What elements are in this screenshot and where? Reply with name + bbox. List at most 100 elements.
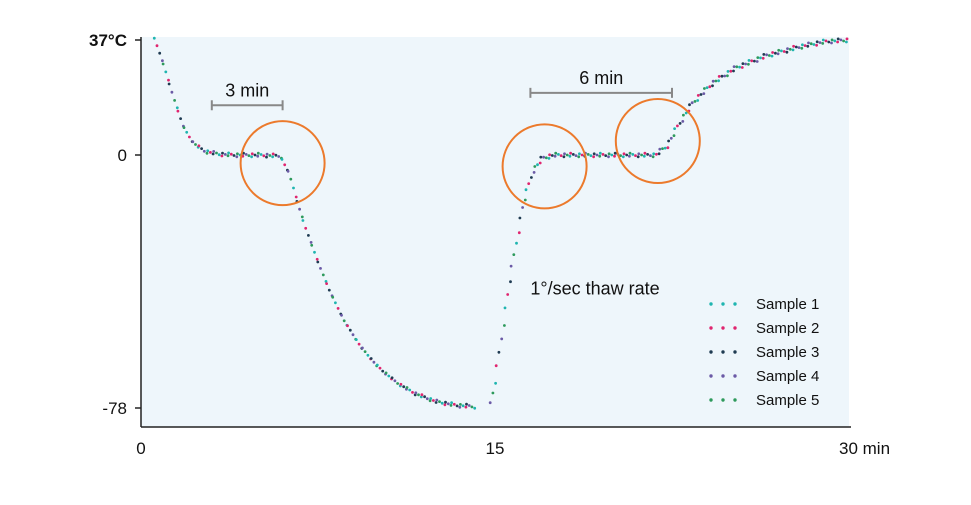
data-point-sample-5 xyxy=(256,151,260,155)
data-point-sample-2 xyxy=(750,59,754,63)
data-point-sample-2 xyxy=(464,405,468,409)
legend-marker xyxy=(721,326,725,330)
data-point-sample-5 xyxy=(289,177,293,181)
data-point-sample-4 xyxy=(351,333,355,337)
data-point-sample-2 xyxy=(792,44,795,48)
data-point-sample-3 xyxy=(604,154,608,158)
data-point-sample-2 xyxy=(655,152,658,156)
data-point-sample-1 xyxy=(440,401,444,405)
data-point-sample-2 xyxy=(717,75,721,78)
time-bracket-2: 6 min xyxy=(529,68,673,98)
data-point-sample-1 xyxy=(833,39,837,43)
data-point-sample-3 xyxy=(827,40,831,44)
data-point-sample-1 xyxy=(536,163,539,167)
legend-marker xyxy=(721,350,725,354)
data-point-sample-3 xyxy=(732,69,735,73)
data-point-sample-1 xyxy=(524,188,528,192)
data-point-sample-5 xyxy=(682,113,685,117)
legend-item-sample-2: Sample 2 xyxy=(709,320,819,337)
data-point-sample-2 xyxy=(399,382,403,386)
data-point-sample-1 xyxy=(673,127,676,130)
data-point-sample-4 xyxy=(628,154,631,158)
data-point-sample-5 xyxy=(747,62,750,66)
data-point-sample-4 xyxy=(711,79,715,83)
data-point-sample-3 xyxy=(390,376,394,380)
data-point-sample-2 xyxy=(527,182,531,186)
data-point-sample-5 xyxy=(586,153,590,156)
data-point-sample-4 xyxy=(765,53,768,57)
data-point-sample-5 xyxy=(268,154,272,157)
data-point-sample-3 xyxy=(497,350,501,354)
data-point-sample-5 xyxy=(417,393,420,397)
data-points xyxy=(152,36,849,410)
data-point-sample-3 xyxy=(636,155,640,159)
data-point-sample-3 xyxy=(348,328,352,332)
data-point-sample-5 xyxy=(577,155,581,159)
data-point-sample-4 xyxy=(298,207,301,211)
data-point-sample-2 xyxy=(634,154,637,158)
data-point-sample-1 xyxy=(705,86,709,89)
data-point-sample-1 xyxy=(387,374,391,378)
data-point-sample-2 xyxy=(761,56,765,60)
highlight-circle-2 xyxy=(501,123,588,210)
data-point-sample-5 xyxy=(821,42,825,45)
data-point-sample-4 xyxy=(265,152,269,156)
data-point-sample-2 xyxy=(548,153,551,157)
data-point-sample-3 xyxy=(274,153,278,157)
data-point-sample-5 xyxy=(628,151,632,155)
data-point-sample-1 xyxy=(598,151,602,155)
data-point-sample-1 xyxy=(259,153,263,156)
y-tick-label: 37°C xyxy=(89,31,127,50)
data-point-sample-4 xyxy=(574,154,578,158)
data-point-sample-2 xyxy=(845,37,849,41)
legend-marker xyxy=(709,326,713,330)
data-point-sample-5 xyxy=(640,153,643,157)
data-point-sample-2 xyxy=(197,144,201,148)
data-point-sample-2 xyxy=(666,146,670,150)
data-point-sample-5 xyxy=(173,99,177,102)
data-point-sample-1 xyxy=(227,151,231,155)
data-point-sample-3 xyxy=(646,153,649,156)
data-point-sample-3 xyxy=(200,147,204,151)
data-point-sample-4 xyxy=(414,391,418,395)
data-point-sample-2 xyxy=(782,50,786,53)
data-point-sample-4 xyxy=(807,41,810,45)
data-point-sample-4 xyxy=(744,62,747,66)
data-point-sample-1 xyxy=(747,59,751,62)
data-point-sample-4 xyxy=(755,60,759,63)
data-point-sample-1 xyxy=(494,381,497,385)
data-point-sample-4 xyxy=(393,379,397,383)
data-point-sample-4 xyxy=(458,405,462,409)
data-point-sample-2 xyxy=(494,364,498,368)
data-point-sample-3 xyxy=(720,74,724,78)
data-point-sample-2 xyxy=(220,154,224,158)
data-point-sample-3 xyxy=(571,153,575,156)
data-point-sample-1 xyxy=(473,406,477,410)
legend-marker xyxy=(733,350,737,354)
legend-marker xyxy=(709,398,713,402)
data-point-sample-5 xyxy=(544,156,548,160)
data-point-sample-3 xyxy=(381,369,385,373)
y-tick-label: -78 xyxy=(102,399,127,418)
data-point-sample-1 xyxy=(717,79,720,83)
data-point-sample-3 xyxy=(434,401,438,404)
data-point-sample-4 xyxy=(732,65,736,68)
data-point-sample-4 xyxy=(542,155,545,159)
data-point-sample-1 xyxy=(845,40,848,44)
data-point-sample-4 xyxy=(488,401,492,405)
data-point-sample-2 xyxy=(613,154,616,158)
data-point-sample-2 xyxy=(740,66,744,69)
data-point-sample-3 xyxy=(158,51,162,55)
legend: Sample 1 Sample 2 Sample 3 Sample 4 Sample 5 xyxy=(709,296,819,409)
data-point-sample-3 xyxy=(539,155,543,159)
legend-label: Sample 3 xyxy=(756,344,819,361)
data-point-sample-4 xyxy=(830,41,833,45)
data-point-sample-2 xyxy=(411,391,414,394)
data-point-sample-1 xyxy=(271,155,274,159)
data-point-sample-2 xyxy=(271,152,275,156)
data-point-sample-3 xyxy=(711,84,714,88)
data-point-sample-4 xyxy=(669,136,673,140)
data-point-sample-5 xyxy=(236,152,239,156)
data-point-sample-3 xyxy=(316,260,320,264)
data-point-sample-5 xyxy=(756,56,760,59)
